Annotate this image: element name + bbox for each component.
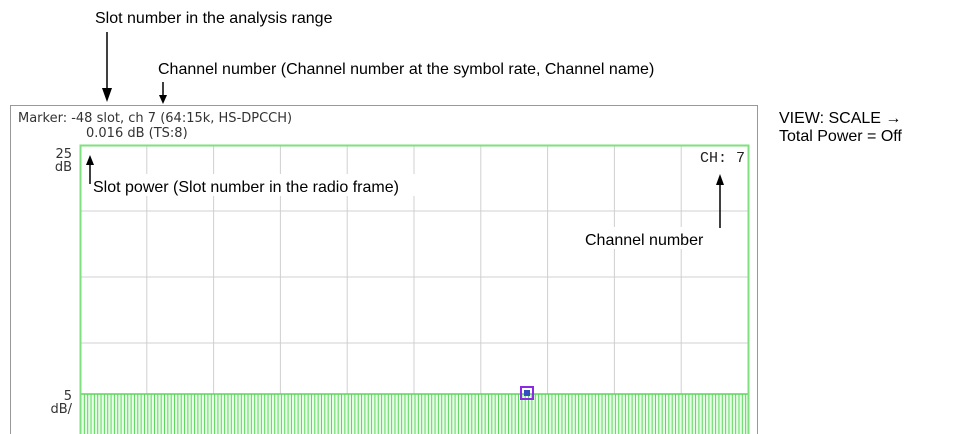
scale-value: 5 xyxy=(64,389,72,404)
marker-dot xyxy=(524,390,530,396)
bar-band xyxy=(80,394,748,434)
annotation: Channel number (Channel number at the sy… xyxy=(158,61,654,78)
annotation: VIEW: SCALE → xyxy=(779,110,901,127)
arrow-head xyxy=(716,174,724,185)
arrow-head xyxy=(159,95,167,104)
scale-unit: dB/ xyxy=(50,402,72,417)
arrow-head xyxy=(102,88,112,102)
arrow-head xyxy=(86,155,94,165)
annotation: Channel number xyxy=(585,232,704,249)
annotation: Total Power = Off xyxy=(779,128,902,145)
marker-power: 0.016 dB (TS:8) xyxy=(86,126,188,141)
graph-border xyxy=(79,144,750,434)
top-unit: dB xyxy=(55,160,72,175)
label-bg xyxy=(90,174,475,196)
channel-label: CH: 7 xyxy=(700,150,745,167)
annotation: Slot power (Slot number in the radio fra… xyxy=(93,179,399,196)
top-value: 25 xyxy=(55,147,72,162)
marker-readout: Marker: -48 slot, ch 7 (64:15k, HS-DPCCH… xyxy=(18,111,292,126)
label-bg xyxy=(582,227,740,249)
marker xyxy=(520,386,534,400)
annotation: Slot number in the analysis range xyxy=(95,10,333,27)
screen-frame xyxy=(10,105,758,434)
slot-bars xyxy=(80,393,748,434)
